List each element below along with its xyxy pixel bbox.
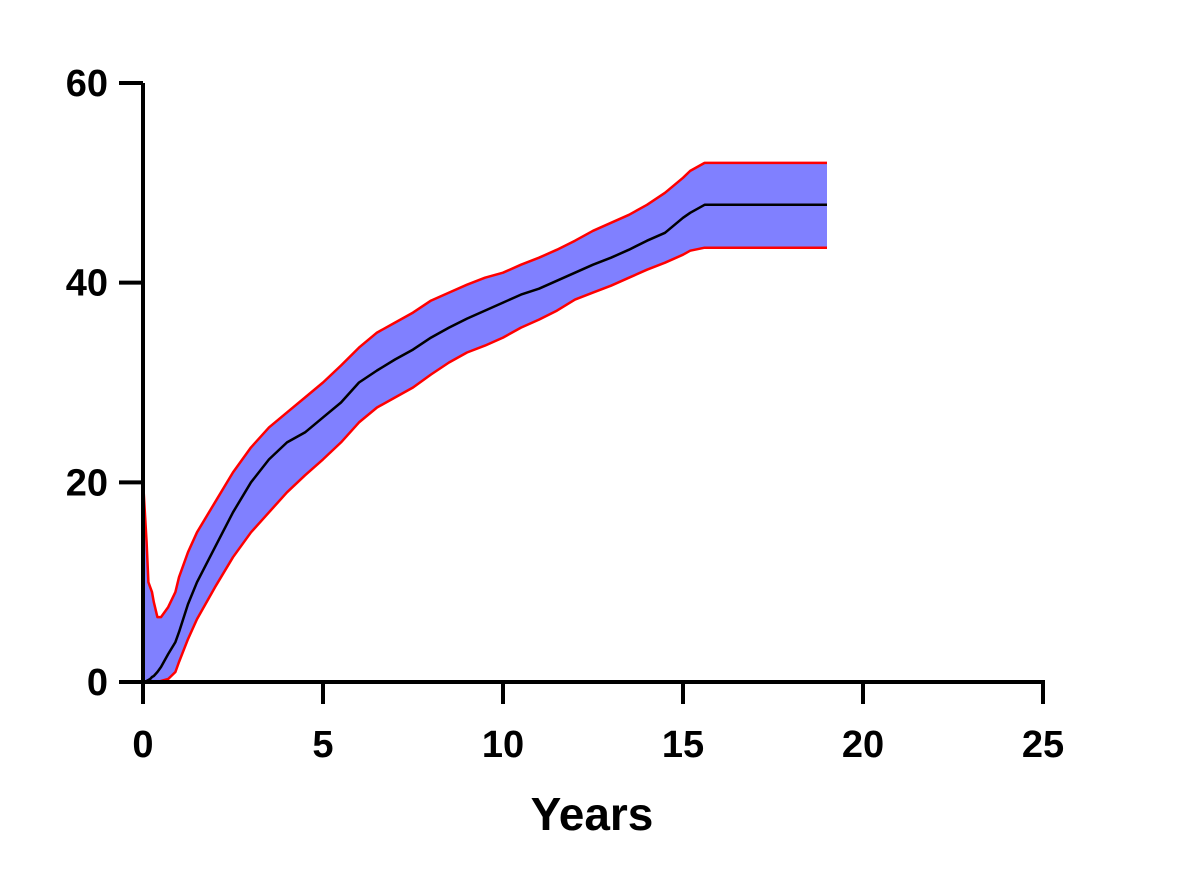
x-tick-label: 20 — [842, 724, 884, 766]
y-tick-label: 0 — [87, 662, 108, 704]
upper-bound-line — [141, 161, 827, 619]
y-tick-label: 60 — [66, 63, 108, 105]
x-tick-label: 5 — [312, 724, 333, 766]
x-tick-label: 0 — [132, 724, 153, 766]
confidence-band — [143, 162, 827, 682]
x-tick-label: 10 — [482, 724, 524, 766]
x-tick-label: 25 — [1022, 724, 1064, 766]
y-tick-label: 20 — [66, 462, 108, 504]
y-tick-label: 40 — [66, 263, 108, 305]
plot-area — [141, 161, 827, 684]
x-axis-title: Years — [531, 788, 654, 840]
axes: 0 5 10 15 20 25 0 20 40 60 — [66, 63, 1064, 766]
x-tick-label: 15 — [662, 724, 704, 766]
estimate-line — [142, 203, 827, 684]
